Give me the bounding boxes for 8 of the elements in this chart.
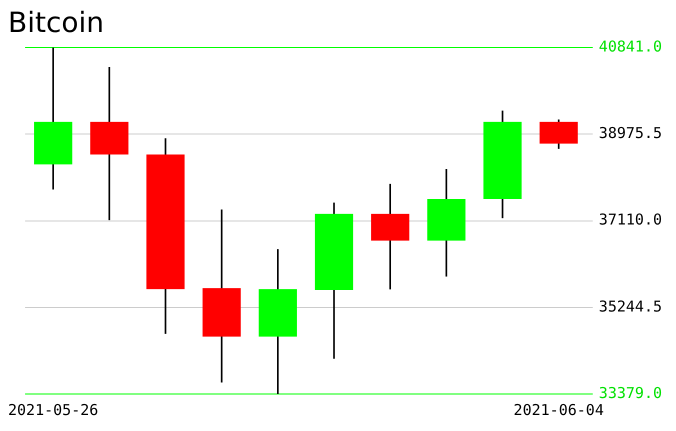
y-tick-label: 37110.0 xyxy=(598,210,662,229)
y-tick-label: 33379.0 xyxy=(598,384,662,402)
y-tick-label: 40841.0 xyxy=(598,37,662,56)
y-tick-label: 35244.5 xyxy=(598,297,662,316)
x-tick-label: 2021-05-26 xyxy=(8,400,98,419)
y-tick-label: 38975.5 xyxy=(598,124,662,142)
chart-title: Bitcoin xyxy=(8,6,104,40)
x-tick-label: 2021-06-04 xyxy=(514,400,604,419)
